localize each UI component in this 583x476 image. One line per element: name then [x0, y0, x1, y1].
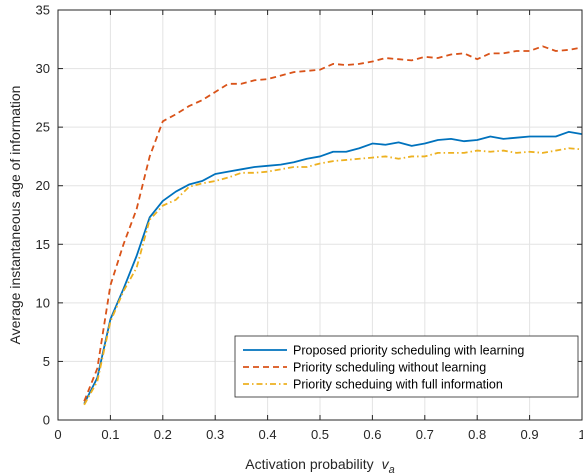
x-tick-label: 0.1: [101, 427, 119, 442]
x-tick-label: 0.9: [521, 427, 539, 442]
x-axis-label-sub: a: [389, 464, 395, 476]
x-tick-label: 0.3: [206, 427, 224, 442]
x-tick-label: 0.7: [416, 427, 434, 442]
x-axis-label: Activation probability va: [245, 456, 395, 476]
legend-label-0: Proposed priority scheduling with learni…: [293, 344, 524, 358]
x-axis-label-text: Activation probability: [245, 456, 373, 472]
x-tick-label: 0.6: [363, 427, 381, 442]
y-tick-label: 30: [36, 61, 50, 76]
series-line-0: [83, 130, 583, 405]
x-tick-label: 0: [54, 427, 61, 442]
y-tick-label: 5: [43, 354, 50, 369]
y-tick-label: 15: [36, 237, 50, 252]
y-tick-label: 35: [36, 3, 50, 18]
y-tick-label: 0: [43, 413, 50, 428]
legend: Proposed priority scheduling with learni…: [234, 335, 579, 398]
y-tick-labels: 0 5 10 15 20 25 30 35: [36, 3, 50, 428]
y-tick-label: 25: [36, 120, 50, 135]
series-lines: [83, 45, 583, 406]
series-line-1: [83, 45, 583, 402]
x-tick-label: 0.4: [259, 427, 277, 442]
legend-label-2: Priority scheduing with full information: [293, 378, 503, 392]
x-tick-label: 1: [578, 427, 583, 442]
x-tick-labels: 0 0.1 0.2 0.3 0.4 0.5 0.6 0.7 0.8 0.9 1: [54, 427, 583, 442]
x-tick-label: 0.2: [154, 427, 172, 442]
legend-label-1: Priority scheduling without learning: [293, 361, 486, 375]
series-line-2: [83, 147, 583, 406]
legend-box: [234, 335, 579, 398]
x-tick-label: 0.8: [468, 427, 486, 442]
x-tick-label: 0.5: [311, 427, 329, 442]
y-tick-label: 20: [36, 178, 50, 193]
axis-ticks: [57, 9, 583, 421]
y-tick-label: 10: [36, 295, 50, 310]
y-axis-label: Average instantaneous age of information: [7, 86, 23, 345]
x-axis-label-var: v: [382, 456, 390, 472]
